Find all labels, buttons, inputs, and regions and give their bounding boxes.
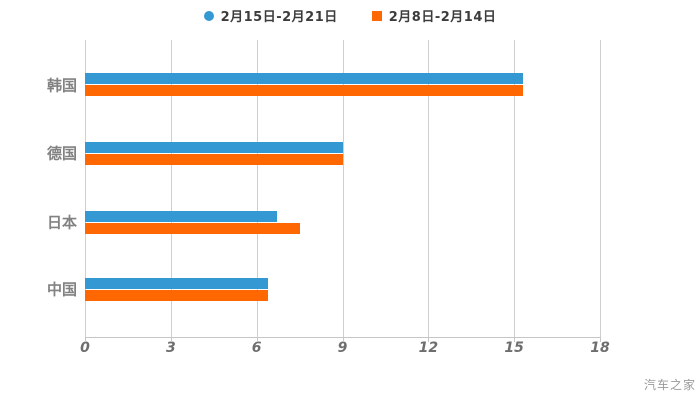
gridline: [600, 40, 601, 337]
bar-日本-series1: [85, 210, 277, 222]
bar-中国-series2: [85, 289, 269, 301]
x-axis-tick: [600, 337, 601, 342]
y-axis-label: 韩国: [46, 76, 77, 94]
x-axis-tick: [85, 337, 86, 342]
y-axis-label: 中国: [46, 280, 77, 299]
watermark: 汽车之家: [643, 378, 696, 392]
legend-square-marker-icon: [371, 10, 382, 21]
x-axis-tick: [514, 337, 516, 342]
bar-日本-series2: [85, 222, 300, 234]
legend-item-week-feb8-14[interactable]: 2月8日-2月14日: [371, 6, 497, 25]
x-axis-tick-label: 15: [504, 340, 524, 356]
gridline: [256, 40, 258, 337]
legend-label: 2月15日-2月21日: [220, 10, 338, 25]
x-axis-tick-labels: 0 3 6 9 12 15 18: [80, 340, 610, 358]
x-axis-tick-label: 18: [590, 340, 610, 356]
x-axis-tick: [256, 337, 258, 342]
bar-德国-series1: [85, 141, 343, 153]
gridline: [428, 40, 430, 337]
x-axis-tick-label: 3: [165, 340, 176, 356]
bar-韩国-series2: [85, 85, 523, 96]
x-axis-tick-label: 12: [418, 340, 439, 356]
x-axis-tick-label: 9: [337, 340, 348, 356]
legend-item-week-feb15-21[interactable]: 2月15日-2月21日: [203, 6, 338, 25]
gridline: [514, 40, 516, 337]
y-axis-label: 日本: [46, 213, 77, 232]
x-axis-tick: [170, 337, 172, 342]
gridline: [342, 40, 344, 337]
x-axis-tick: [428, 337, 430, 342]
bar-中国-series1: [85, 277, 269, 289]
bar-韩国-series1: [85, 73, 523, 84]
x-axis-tick-label: 0: [80, 340, 90, 356]
legend-circle-marker-icon: [203, 10, 214, 21]
gridline: [170, 40, 172, 337]
y-axis-labels: 韩国 德国 日本 中国: [0, 40, 77, 337]
legend: 2月15日-2月21日 2月8日-2月14日: [0, 6, 700, 25]
y-axis-line: [85, 40, 86, 337]
y-axis-label: 德国: [46, 144, 77, 163]
x-axis-tick-label: 6: [251, 340, 262, 356]
bar-德国-series2: [85, 153, 343, 165]
legend-label: 2月8日-2月14日: [388, 10, 497, 25]
plot-area: [85, 40, 601, 337]
x-axis-tick: [342, 337, 344, 342]
